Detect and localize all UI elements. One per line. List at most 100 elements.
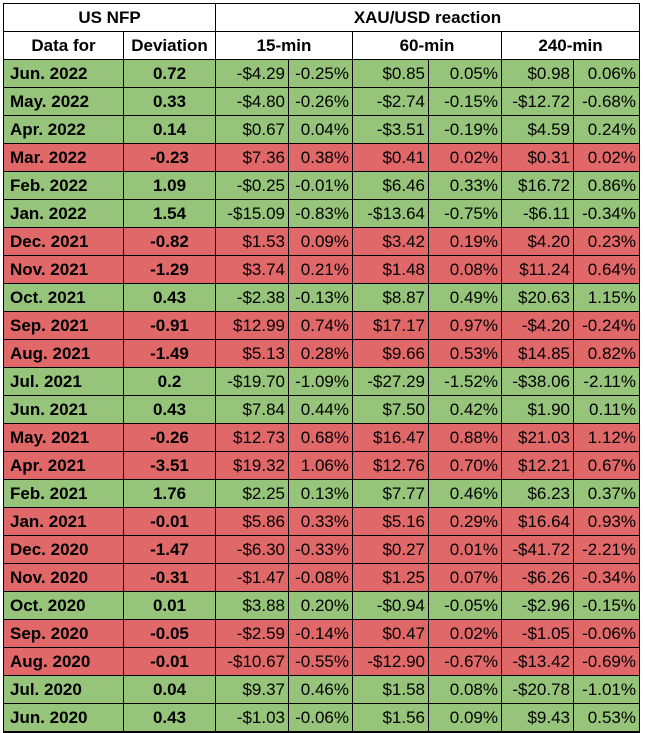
change-240-min-usd-cell: $14.85 <box>501 339 574 368</box>
change-240-min-usd-cell: -$12.72 <box>501 87 574 116</box>
date-cell: Oct. 2021 <box>3 283 124 312</box>
table-row: Jun. 2022 0.72 -$4.29 -0.25% $0.85 0.05% $0.98… <box>3 59 640 88</box>
change-15-min-pct-cell: -0.06% <box>288 703 353 733</box>
date-cell: Jan. 2022 <box>3 199 124 228</box>
change-15-min-pct-cell: -0.25% <box>288 59 353 88</box>
change-60-min-pct-cell: 0.70% <box>428 451 502 480</box>
table-row: Oct. 2020 0.01 $3.88 0.20% -$0.94 -0.05% -$2.9… <box>3 591 640 620</box>
change-60-min-pct-cell: 0.88% <box>428 423 502 452</box>
change-60-min-usd-cell: $0.27 <box>352 535 429 564</box>
change-60-min-usd-cell: $3.42 <box>352 227 429 256</box>
change-240-min-usd-cell: -$41.72 <box>501 535 574 564</box>
date-cell: Oct. 2020 <box>3 591 124 620</box>
date-cell: Apr. 2022 <box>3 115 124 144</box>
change-15-min-usd-cell: -$15.09 <box>215 199 289 228</box>
change-240-min-usd-cell: -$6.11 <box>501 199 574 228</box>
table-row: Dec. 2020 -1.47 -$6.30 -0.33% $0.27 0.01% -$41… <box>3 535 640 564</box>
date-cell: Nov. 2021 <box>3 255 124 284</box>
date-cell: Jul. 2020 <box>3 675 124 704</box>
deviation-cell: -0.82 <box>123 227 216 256</box>
change-60-min-pct-cell: -0.19% <box>428 115 502 144</box>
change-60-min-usd-cell: $1.56 <box>352 703 429 733</box>
change-15-min-pct-cell: 0.74% <box>288 311 353 340</box>
change-15-min-usd-cell: $7.36 <box>215 143 289 172</box>
change-60-min-usd-cell: -$27.29 <box>352 367 429 396</box>
column-header-date: Data for <box>3 31 124 60</box>
change-15-min-usd-cell: -$1.47 <box>215 563 289 592</box>
deviation-cell: -0.26 <box>123 423 216 452</box>
table-row: Aug. 2020 -0.01 -$10.67 -0.55% -$12.90 -0.67%… <box>3 647 640 676</box>
group-header-xauusd-reaction: XAU/USD reaction <box>215 3 640 32</box>
deviation-cell: -0.31 <box>123 563 216 592</box>
change-240-min-usd-cell: $6.23 <box>501 479 574 508</box>
change-240-min-pct-cell: -2.11% <box>573 367 640 396</box>
change-240-min-usd-cell: $0.31 <box>501 143 574 172</box>
table-row: Oct. 2021 0.43 -$2.38 -0.13% $8.87 0.49% $20.6… <box>3 283 640 312</box>
change-60-min-usd-cell: $0.47 <box>352 619 429 648</box>
change-60-min-usd-cell: $12.76 <box>352 451 429 480</box>
change-240-min-usd-cell: $16.64 <box>501 507 574 536</box>
change-240-min-usd-cell: $0.98 <box>501 59 574 88</box>
deviation-cell: 0.04 <box>123 675 216 704</box>
deviation-cell: 0.72 <box>123 59 216 88</box>
change-60-min-pct-cell: -0.05% <box>428 591 502 620</box>
change-240-min-usd-cell: -$20.78 <box>501 675 574 704</box>
change-240-min-pct-cell: 0.37% <box>573 479 640 508</box>
table-row: May. 2022 0.33 -$4.80 -0.26% -$2.74 -0.15% -$1… <box>3 87 640 116</box>
change-15-min-usd-cell: -$1.03 <box>215 703 289 733</box>
change-15-min-pct-cell: 0.04% <box>288 115 353 144</box>
deviation-cell: 0.43 <box>123 703 216 733</box>
change-240-min-pct-cell: 0.93% <box>573 507 640 536</box>
change-240-min-pct-cell: 0.11% <box>573 395 640 424</box>
change-60-min-pct-cell: 0.02% <box>428 143 502 172</box>
change-240-min-pct-cell: 0.23% <box>573 227 640 256</box>
change-15-min-usd-cell: -$19.70 <box>215 367 289 396</box>
table-row: Nov. 2020 -0.31 -$1.47 -0.08% $1.25 0.07% -$6.… <box>3 563 640 592</box>
change-60-min-pct-cell: 0.53% <box>428 339 502 368</box>
change-60-min-pct-cell: 0.02% <box>428 619 502 648</box>
column-header-15-min: 15-min <box>215 31 353 60</box>
change-15-min-pct-cell: -0.33% <box>288 535 353 564</box>
change-240-min-pct-cell: 1.15% <box>573 283 640 312</box>
change-60-min-usd-cell: $16.47 <box>352 423 429 452</box>
change-15-min-pct-cell: -0.55% <box>288 647 353 676</box>
change-240-min-usd-cell: $21.03 <box>501 423 574 452</box>
date-cell: Sep. 2021 <box>3 311 124 340</box>
change-240-min-pct-cell: 0.64% <box>573 255 640 284</box>
date-cell: Sep. 2020 <box>3 619 124 648</box>
change-15-min-pct-cell: 0.13% <box>288 479 353 508</box>
date-cell: Aug. 2020 <box>3 647 124 676</box>
date-cell: Feb. 2021 <box>3 479 124 508</box>
deviation-cell: 1.76 <box>123 479 216 508</box>
table-row: Nov. 2021 -1.29 $3.74 0.21% $1.48 0.08% $11.24… <box>3 255 640 284</box>
change-15-min-usd-cell: $1.53 <box>215 227 289 256</box>
group-header-us-nfp: US NFP <box>3 3 216 32</box>
change-15-min-usd-cell: $9.37 <box>215 675 289 704</box>
date-cell: Dec. 2020 <box>3 535 124 564</box>
change-60-min-usd-cell: -$12.90 <box>352 647 429 676</box>
change-15-min-usd-cell: $12.73 <box>215 423 289 452</box>
change-240-min-pct-cell: -0.34% <box>573 199 640 228</box>
change-240-min-usd-cell: -$38.06 <box>501 367 574 396</box>
change-240-min-usd-cell: -$4.20 <box>501 311 574 340</box>
date-cell: Nov. 2020 <box>3 563 124 592</box>
change-60-min-pct-cell: -1.52% <box>428 367 502 396</box>
change-240-min-pct-cell: -0.34% <box>573 563 640 592</box>
change-15-min-pct-cell: -1.09% <box>288 367 353 396</box>
change-15-min-usd-cell: -$6.30 <box>215 535 289 564</box>
change-240-min-pct-cell: -0.69% <box>573 647 640 676</box>
change-240-min-usd-cell: $4.59 <box>501 115 574 144</box>
change-60-min-usd-cell: $5.16 <box>352 507 429 536</box>
change-15-min-pct-cell: 0.20% <box>288 591 353 620</box>
date-cell: Jan. 2021 <box>3 507 124 536</box>
date-cell: Feb. 2022 <box>3 171 124 200</box>
change-15-min-usd-cell: $3.88 <box>215 591 289 620</box>
change-240-min-usd-cell: $11.24 <box>501 255 574 284</box>
change-240-min-usd-cell: -$13.42 <box>501 647 574 676</box>
change-15-min-usd-cell: -$0.25 <box>215 171 289 200</box>
date-cell: Aug. 2021 <box>3 339 124 368</box>
change-15-min-pct-cell: 0.68% <box>288 423 353 452</box>
change-240-min-usd-cell: $1.90 <box>501 395 574 424</box>
change-15-min-pct-cell: -0.83% <box>288 199 353 228</box>
change-240-min-pct-cell: -0.06% <box>573 619 640 648</box>
